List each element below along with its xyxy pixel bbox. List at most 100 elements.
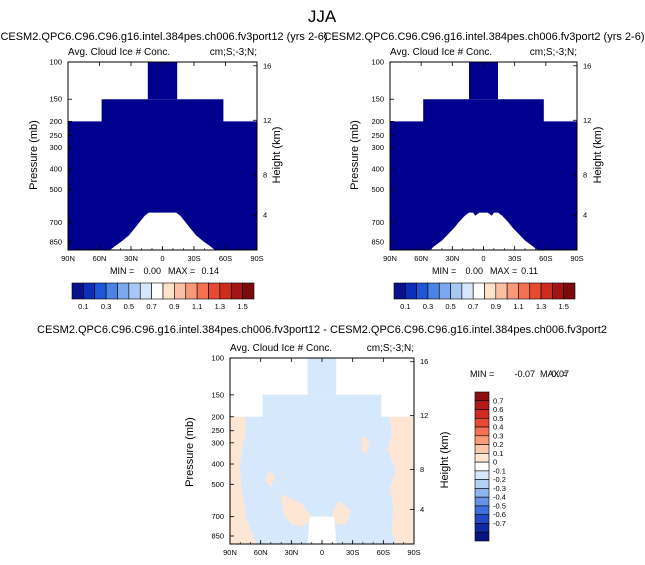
- subtitle-right: cm;S;-3;N;: [367, 343, 414, 354]
- y-tick-label: 250: [371, 131, 384, 140]
- colorbar-box: [185, 282, 198, 300]
- max-value: 0.11: [521, 266, 538, 276]
- filled-region-top: [469, 62, 498, 100]
- filled-region: [390, 99, 577, 250]
- y-tick-label-right: 12: [263, 116, 271, 125]
- colorbar-box: [438, 282, 451, 300]
- colorbar-box: [474, 523, 490, 533]
- x-tick-label: 60S: [377, 548, 390, 557]
- colorbar-label: 1.3: [215, 302, 225, 311]
- colorbar-label: 1.1: [513, 302, 523, 311]
- colorbar-label: 0.5: [493, 414, 503, 423]
- y-tick-label: 850: [211, 532, 224, 541]
- colorbar-label: -0.4: [493, 493, 506, 502]
- x-tick-label: 0: [481, 254, 485, 263]
- x-tick-label: 90N: [61, 254, 75, 263]
- colorbar-box: [506, 282, 519, 300]
- x-tick-label: 30S: [187, 254, 200, 263]
- colorbar-box: [94, 282, 107, 300]
- colorbar-label: -0.7: [493, 519, 506, 528]
- colorbar-label: 0.7: [146, 302, 156, 311]
- x-tick-label: 0: [320, 548, 324, 557]
- x-tick-label: 30N: [445, 254, 459, 263]
- difference-title: CESM2.QPC6.C96.C96.g16.intel.384pes.ch00…: [37, 324, 607, 336]
- colorbar-label: 0.3: [423, 302, 433, 311]
- min-label: MIN =: [110, 266, 134, 276]
- panel-fv3port12: CESM2.QPC6.C96.C96.g16.intel.384pes.ch00…: [0, 31, 327, 311]
- x-tick-label: 60N: [93, 254, 107, 263]
- y-tick-label: 400: [49, 165, 62, 174]
- colorbar-box: [474, 531, 490, 542]
- colorbar-box: [474, 479, 490, 489]
- positive-region: [264, 470, 275, 488]
- y-tick-label-right: 8: [583, 170, 587, 179]
- colorbar-label: 1.5: [558, 302, 568, 311]
- subtitle-left: Avg. Cloud Ice # Conc.: [68, 47, 170, 58]
- colorbar-box: [552, 282, 564, 300]
- y-tick-label: 500: [49, 185, 62, 194]
- min-label: MIN =: [470, 369, 494, 379]
- colorbar-label: 1.5: [237, 302, 247, 311]
- colorbar-box: [405, 282, 417, 300]
- colorbar-box: [208, 282, 221, 300]
- y-tick-label-right: 16: [263, 61, 271, 70]
- colorbar-box: [474, 444, 490, 454]
- colorbar-box: [518, 282, 531, 300]
- colorbar-label: 0.5: [445, 302, 455, 311]
- y-tick-label: 100: [371, 58, 384, 67]
- min-value: 0.00: [465, 266, 483, 276]
- y-tick-label: 250: [211, 426, 224, 435]
- colorbar-box: [427, 282, 440, 300]
- x-tick-label: 30N: [124, 254, 138, 263]
- colorbar-box: [529, 282, 542, 300]
- y-tick-label: 150: [211, 390, 224, 399]
- colorbar-box: [474, 417, 490, 428]
- panel-difference: Avg. Cloud Ice # Conc. cm;S;-3;N; Pressu…: [184, 343, 569, 557]
- y-tick-label: 300: [49, 143, 62, 152]
- y-axis-label-right: Height (km): [271, 127, 283, 184]
- y-tick-label: 300: [371, 143, 384, 152]
- min-value: -0.07: [514, 369, 535, 379]
- y-tick-label: 150: [371, 95, 384, 104]
- colorbar-label: -0.3: [493, 484, 506, 493]
- y-tick-label-right: 4: [263, 211, 267, 220]
- x-tick-label: 60S: [219, 254, 232, 263]
- colorbar-box: [563, 282, 576, 300]
- colorbar-label: 0.3: [101, 302, 111, 311]
- positive-region: [281, 494, 312, 527]
- colorbar-box: [128, 282, 141, 300]
- y-tick-label-right: 4: [420, 505, 424, 514]
- y-tick-label: 700: [371, 218, 384, 227]
- positive-region: [387, 416, 414, 544]
- x-tick-label: 90S: [407, 548, 420, 557]
- y-axis-label: Pressure (mb): [349, 120, 361, 190]
- colorbar-box: [151, 282, 164, 300]
- subtitle-left: Avg. Cloud Ice # Conc.: [230, 343, 332, 354]
- y-tick-label-right: 16: [420, 357, 428, 366]
- negative-region-top: [307, 358, 337, 395]
- max-label: MAX =: [540, 369, 567, 379]
- max-value: 0.14: [201, 266, 219, 276]
- min-value: 0.00: [143, 266, 161, 276]
- x-tick-label: 30S: [346, 548, 359, 557]
- x-tick-label: 90N: [383, 254, 397, 263]
- y-tick-label-right: 8: [263, 170, 267, 179]
- y-axis-label-right: Height (km): [592, 127, 604, 184]
- y-tick-label: 700: [49, 218, 62, 227]
- colorbar-box: [474, 391, 490, 402]
- colorbar-box: [474, 400, 490, 410]
- colorbar-box: [450, 282, 463, 300]
- subtitle-left: Avg. Cloud Ice # Conc.: [390, 47, 492, 58]
- y-axis-label: Pressure (mb): [184, 417, 196, 487]
- x-tick-label: 90S: [250, 254, 263, 263]
- colorbar-label: 0.1: [400, 302, 410, 311]
- colorbar-box: [474, 435, 490, 445]
- y-tick-label: 500: [371, 185, 384, 194]
- colorbar-box: [474, 496, 490, 507]
- colorbar-box: [474, 453, 490, 463]
- colorbar-label: 0.5: [124, 302, 134, 311]
- positive-region: [230, 416, 257, 544]
- y-tick-label-right: 4: [583, 211, 587, 220]
- y-axis-label: Pressure (mb): [28, 120, 40, 190]
- colorbar-box: [495, 282, 508, 300]
